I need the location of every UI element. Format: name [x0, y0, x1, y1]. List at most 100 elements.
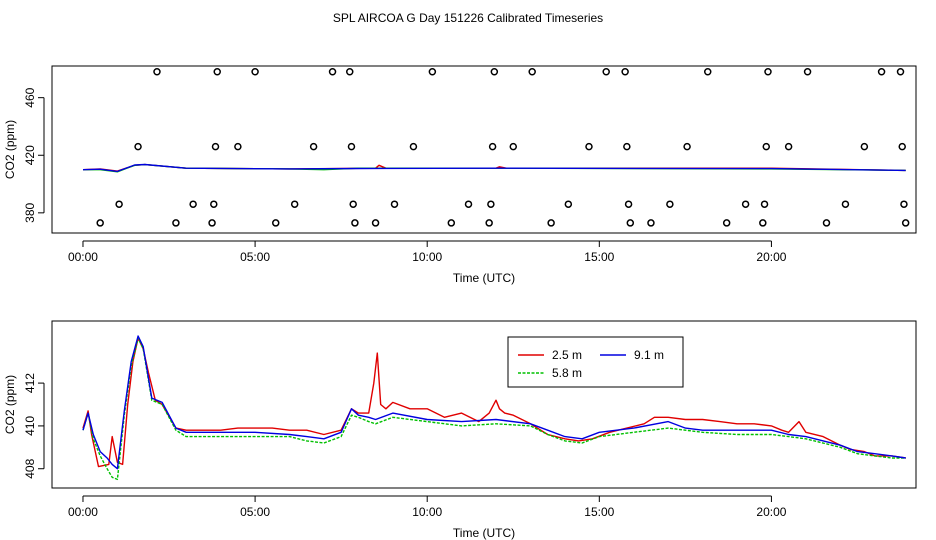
calibration-point [290, 200, 299, 208]
calibration-point [509, 142, 518, 151]
legend: 2.5 m 5.8 m 9.1 m [507, 336, 684, 388]
x-tick-label: 00:00 [68, 505, 98, 519]
calibration-point [764, 68, 772, 76]
y-tick-label: 412 [23, 373, 37, 393]
panel-1: 00:00 05:00 10:00 15:00 20:00 Time (UTC) 380 42… [3, 65, 917, 285]
y-axis: 408 410 412 [23, 373, 45, 479]
y-axis: 380 420 460 [23, 87, 45, 223]
calibration-point [234, 142, 242, 151]
calibration-point [115, 200, 123, 208]
calibration-point [624, 200, 633, 208]
y-axis-label: CO2 (ppm) [3, 120, 17, 179]
plot-frame [51, 320, 917, 489]
calibration-point [784, 142, 793, 151]
calibration-point [211, 142, 220, 151]
legend-label-5-8-m: 5.8 m [552, 366, 582, 380]
x-tick-label: 10:00 [412, 250, 442, 264]
x-tick-label: 20:00 [756, 505, 786, 519]
calibration-point [585, 142, 593, 151]
calibration-point [428, 68, 437, 76]
x-axis-label: Time (UTC) [453, 526, 515, 540]
legend-box [507, 336, 684, 388]
y-tick-label: 410 [23, 416, 37, 436]
calibration-point [547, 219, 555, 227]
series-line-9-1-m [82, 163, 906, 173]
calibration-point [898, 142, 906, 151]
calibration-point [210, 200, 218, 208]
calibration-point [464, 200, 473, 208]
calibration-point [683, 142, 691, 151]
x-axis-label: Time (UTC) [453, 271, 515, 285]
calibration-point [251, 68, 259, 76]
calibration-point [172, 219, 180, 227]
calibration-point [900, 200, 908, 208]
calibration-point [271, 219, 280, 227]
x-axis: 00:00 05:00 10:00 15:00 20:00 [68, 495, 787, 519]
calibration-point [447, 219, 456, 227]
calibration-point [762, 142, 771, 151]
calibration-point [96, 219, 104, 227]
calibration-point [803, 68, 812, 76]
calibration-point [409, 142, 418, 151]
legend-label-9-1-m: 9.1 m [634, 348, 664, 362]
calibration-point [485, 219, 493, 227]
calibration-point [208, 219, 216, 227]
y-tick-label: 380 [23, 203, 37, 223]
calibration-point [349, 200, 357, 208]
data-layer [82, 335, 906, 481]
calibration-point [623, 142, 631, 151]
x-tick-label: 15:00 [584, 505, 614, 519]
x-tick-label: 00:00 [68, 250, 98, 264]
series-line-2-5-m [82, 337, 906, 468]
x-tick-label: 20:00 [756, 250, 786, 264]
calibration-point [528, 68, 536, 76]
calibration-point [626, 219, 635, 227]
calibration-point [621, 68, 629, 76]
x-tick-label: 05:00 [240, 250, 270, 264]
calibration-point [741, 200, 750, 208]
data-layer [82, 163, 906, 173]
x-axis: 00:00 05:00 10:00 15:00 20:00 [68, 240, 787, 264]
figure-title: SPL AIRCOA G Day 151226 Calibrated Times… [333, 11, 603, 25]
x-tick-label: 05:00 [240, 505, 270, 519]
calibration-point [760, 200, 769, 208]
calibration-point [213, 68, 221, 76]
panel-2: 00:00 05:00 10:00 15:00 20:00 Time (UTC) 408 41… [3, 320, 917, 540]
calibration-point [189, 200, 197, 208]
series-line-5-8-m [82, 337, 906, 481]
calibration-point [309, 142, 318, 151]
calibration-point [328, 68, 337, 76]
y-tick-label: 460 [23, 87, 37, 107]
calibration-point [134, 142, 142, 151]
calibration-point [647, 219, 655, 227]
calibration-point [759, 219, 767, 227]
calibration-point [564, 200, 573, 208]
calibration-point [153, 68, 161, 76]
calibration-point [488, 142, 497, 151]
calibration-point [346, 68, 354, 76]
calibration-point [347, 142, 356, 151]
calibration-point [487, 200, 495, 208]
series-line-9-1-m [82, 335, 906, 470]
calibration-point [390, 200, 399, 208]
calibration-point [602, 68, 610, 76]
calibration-point [822, 219, 831, 227]
calibration-point [877, 68, 886, 76]
calibration-point [666, 200, 674, 208]
x-tick-label: 10:00 [412, 505, 442, 519]
y-axis-label: CO2 (ppm) [3, 375, 17, 434]
calibration-point [703, 68, 712, 76]
y-tick-label: 408 [23, 458, 37, 478]
calibration-point [490, 68, 499, 76]
x-tick-label: 15:00 [584, 250, 614, 264]
legend-label-2-5-m: 2.5 m [552, 348, 582, 362]
calibration-point [860, 142, 869, 151]
calibration-point [901, 219, 910, 227]
calibration-point [896, 68, 905, 76]
calibration-point [722, 219, 731, 227]
calibration-point [351, 219, 359, 227]
plot-frame [51, 65, 917, 234]
y-tick-label: 420 [23, 145, 37, 165]
